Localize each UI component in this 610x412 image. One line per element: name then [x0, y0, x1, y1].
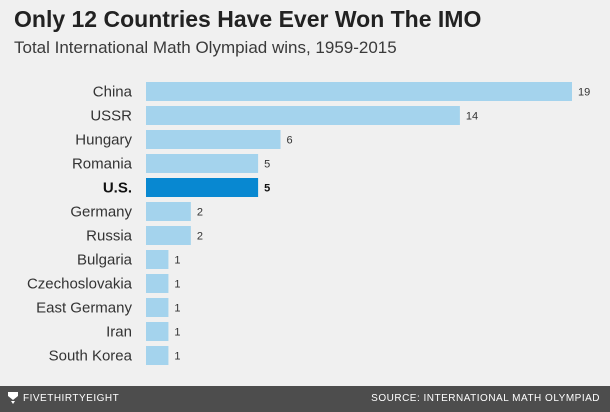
value-label-south-korea: 1: [174, 351, 180, 363]
bar-russia: [146, 226, 191, 245]
footer-bar: FIVETHIRTYEIGHT SOURCE: INTERNATIONAL MA…: [0, 386, 610, 412]
category-label-czechoslovakia: Czechoslovakia: [27, 276, 133, 293]
value-label-bulgaria: 1: [174, 255, 180, 267]
fivethirtyeight-logo-icon: [8, 392, 18, 404]
bar-chart: China 19 USSR 14 Hungary 6 Romania 5 U.S. 5 German…: [27, 82, 590, 365]
brand: FIVETHIRTYEIGHT: [8, 392, 119, 404]
value-label-hungary: 6: [287, 135, 293, 147]
bar-u-s: [146, 178, 259, 197]
category-label-east-germany: East Germany: [36, 300, 132, 317]
category-label-china: China: [93, 84, 133, 101]
bar-hungary: [146, 130, 281, 149]
category-label-romania: Romania: [72, 156, 133, 173]
bar-south-korea: [146, 346, 169, 365]
source-note: SOURCE: INTERNATIONAL MATH OLYMPIAD: [371, 393, 600, 404]
bar-iran: [146, 322, 169, 341]
value-label-czechoslovakia: 1: [174, 279, 180, 291]
category-label-russia: Russia: [86, 228, 133, 245]
category-label-iran: Iran: [106, 324, 132, 341]
chart-subtitle: Total International Math Olympiad wins, …: [14, 38, 397, 57]
value-label-china: 19: [578, 87, 590, 99]
category-label-germany: Germany: [70, 204, 132, 221]
category-label-hungary: Hungary: [75, 132, 132, 149]
category-label-ussr: USSR: [90, 108, 132, 125]
bar-ussr: [146, 106, 460, 125]
brand-label: FIVETHIRTYEIGHT: [23, 392, 120, 404]
category-label-south-korea: South Korea: [49, 348, 133, 365]
chart-title: Only 12 Countries Have Ever Won The IMO: [14, 6, 482, 32]
value-label-romania: 5: [264, 159, 270, 171]
bar-germany: [146, 202, 191, 221]
bar-czechoslovakia: [146, 274, 169, 293]
bar-east-germany: [146, 298, 169, 317]
category-label-u-s: U.S.: [103, 180, 132, 197]
value-label-ussr: 14: [466, 111, 478, 123]
category-label-bulgaria: Bulgaria: [77, 252, 133, 269]
value-label-russia: 2: [197, 231, 203, 243]
value-label-iran: 1: [174, 327, 180, 339]
bar-bulgaria: [146, 250, 169, 269]
value-label-germany: 2: [197, 207, 203, 219]
value-label-u-s: 5: [264, 183, 270, 195]
value-label-east-germany: 1: [174, 303, 180, 315]
bar-romania: [146, 154, 259, 173]
bar-china: [146, 82, 572, 101]
